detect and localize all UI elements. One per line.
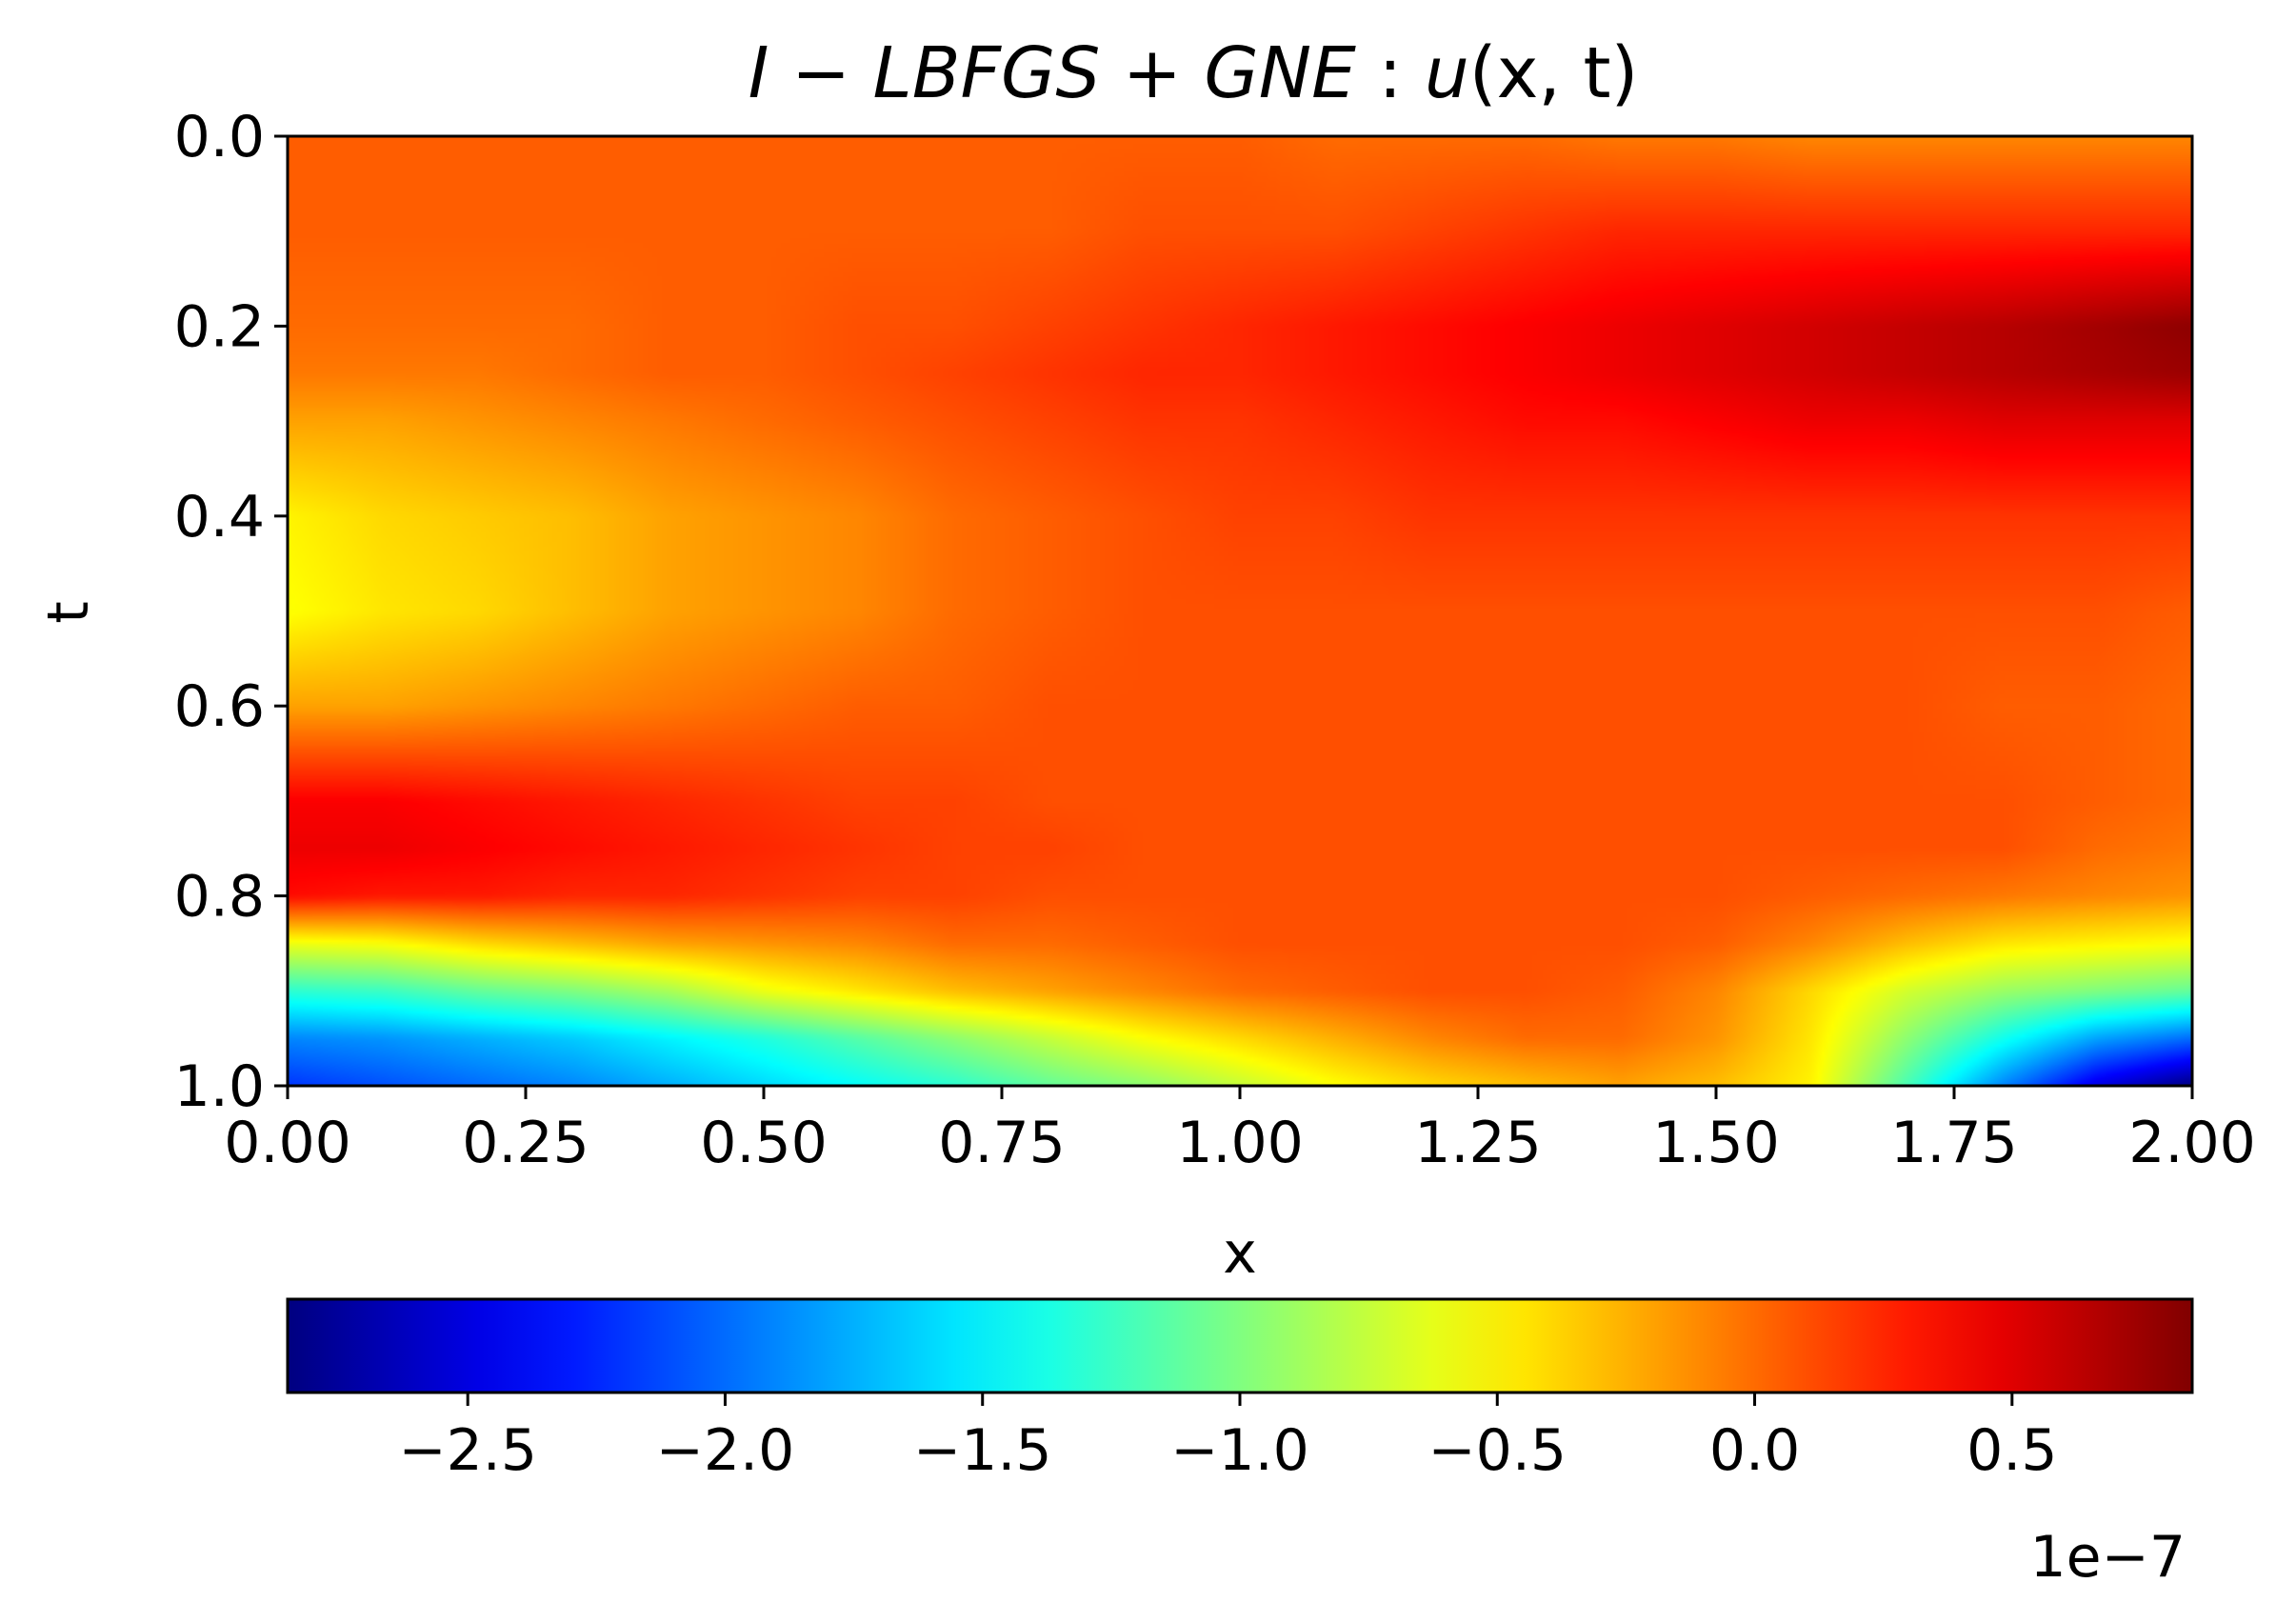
colorbar-offset-label: 1e−7 — [2029, 1524, 2186, 1591]
y-tick-label: 1.0 — [174, 1053, 265, 1120]
chart-title: I − LBFGS + GNE : u(x, t) — [749, 32, 1639, 114]
colorbar-tick-label: −1.5 — [913, 1417, 1052, 1484]
colorbar — [288, 1299, 2192, 1393]
colorbar-tick-label: −0.5 — [1428, 1417, 1567, 1484]
y-tick-label: 0.2 — [174, 293, 265, 360]
colorbar-tick-label: 0.0 — [1709, 1417, 1800, 1484]
x-tick-label: 0.75 — [938, 1110, 1066, 1176]
colorbar-tick-label: 0.5 — [1967, 1417, 2057, 1484]
x-tick-label: 0.50 — [700, 1110, 828, 1176]
title-separator: : — [1356, 32, 1425, 114]
x-tick-label: 1.25 — [1414, 1110, 1542, 1176]
x-tick-label: 0.00 — [224, 1110, 351, 1176]
x-tick-label: 2.00 — [2128, 1110, 2256, 1176]
colorbar-tick-label: −2.5 — [398, 1417, 537, 1484]
colorbar-tick-label: −2.0 — [656, 1417, 795, 1484]
y-tick-label: 0.0 — [174, 104, 265, 170]
x-tick-label: 0.25 — [462, 1110, 589, 1176]
y-axis-ticks: 0.0 0.2 0.4 0.6 0.8 1.0 — [174, 104, 288, 1120]
x-tick-label: 1.50 — [1652, 1110, 1780, 1176]
title-method: I − LBFGS + GNE — [749, 32, 1356, 114]
x-axis-label: x — [1223, 1220, 1257, 1287]
title-arguments: (x, t) — [1469, 32, 1639, 114]
x-axis-ticks: 0.00 0.25 0.50 0.75 1.00 1.25 1.50 1.75 2.00 — [224, 1086, 2256, 1176]
colorbar-tick-label: −1.0 — [1170, 1417, 1309, 1484]
title-function: u — [1425, 32, 1469, 114]
y-axis-label: t — [35, 601, 102, 624]
x-tick-label: 1.75 — [1890, 1110, 2018, 1176]
y-tick-label: 0.6 — [174, 673, 265, 740]
heatmap-container — [288, 136, 2192, 1086]
y-tick-label: 0.8 — [174, 864, 265, 931]
y-tick-label: 0.4 — [174, 484, 265, 551]
x-tick-label: 1.00 — [1176, 1110, 1304, 1176]
colorbar-ticks: −2.5 −2.0 −1.5 −1.0 −0.5 0.0 0.5 — [398, 1393, 2058, 1484]
heatmap-image — [288, 136, 2192, 1086]
